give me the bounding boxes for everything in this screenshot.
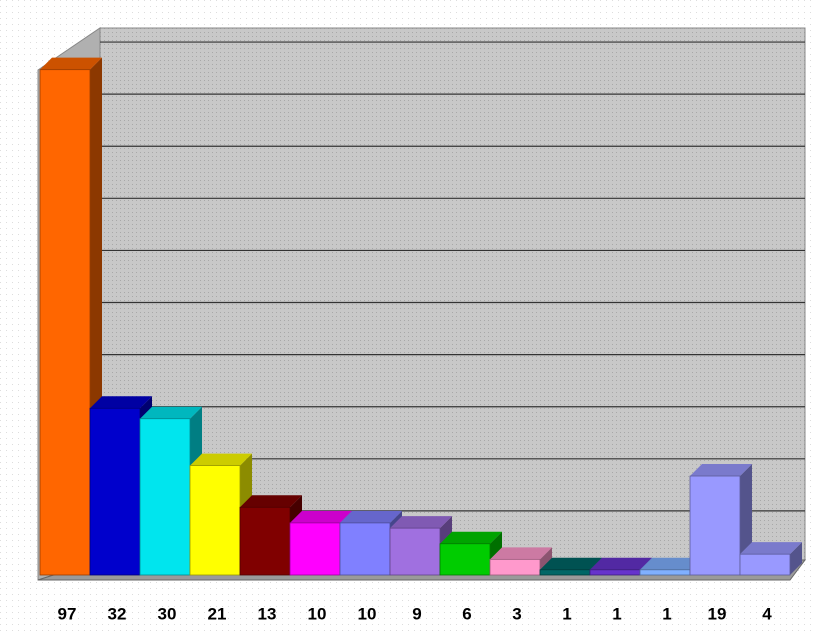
value-label: 1 [562, 604, 571, 623]
bar [489, 558, 541, 576]
bar-top [140, 406, 202, 419]
bar [739, 553, 791, 576]
bar [439, 543, 491, 576]
bar-top [390, 516, 452, 529]
value-label: 97 [58, 604, 77, 623]
value-label: 30 [158, 604, 177, 623]
bar-top [290, 510, 352, 523]
bar-top [640, 557, 702, 570]
bar [389, 527, 441, 576]
value-label: 3 [512, 604, 521, 623]
value-label: 1 [662, 604, 671, 623]
bar-top [90, 396, 152, 409]
bar-side [790, 542, 802, 575]
bar [89, 407, 141, 576]
value-label: 6 [462, 604, 471, 623]
value-label: 4 [762, 604, 772, 623]
bar [689, 475, 741, 576]
bar [289, 522, 341, 576]
bar [589, 569, 641, 576]
bar-top [740, 542, 802, 555]
bar [639, 569, 691, 576]
value-label: 19 [708, 604, 727, 623]
value-label: 32 [108, 604, 127, 623]
bar-top [690, 464, 752, 477]
bar-top [590, 557, 652, 570]
value-label: 9 [412, 604, 421, 623]
bar-top [40, 57, 102, 70]
bar-top [490, 547, 552, 560]
value-label: 10 [308, 604, 327, 623]
value-label: 13 [258, 604, 277, 623]
bar [39, 69, 91, 576]
bar-top [190, 453, 252, 466]
bar [539, 569, 591, 576]
bar-top [340, 510, 402, 523]
bar [339, 522, 391, 576]
value-label: 10 [358, 604, 377, 623]
value-label: 21 [208, 604, 227, 623]
value-label: 1 [612, 604, 621, 623]
bar-top [540, 557, 602, 570]
bar [189, 465, 241, 576]
bar [139, 418, 191, 576]
bar-top [240, 495, 302, 508]
bar [239, 506, 291, 576]
bar-top [440, 531, 502, 544]
